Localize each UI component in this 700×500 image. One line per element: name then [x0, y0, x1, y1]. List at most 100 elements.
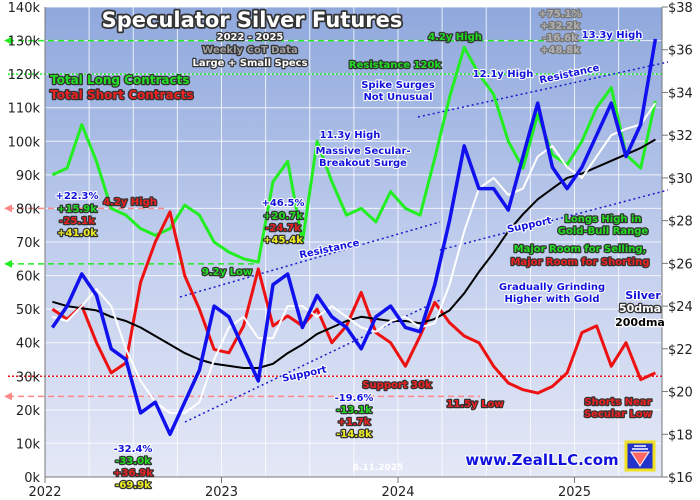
- trend-line: [179, 221, 441, 298]
- arrow-left-icon: [4, 392, 12, 401]
- y-tick-label: 130k: [8, 35, 41, 50]
- annotation-label: -13.1k: [336, 405, 372, 416]
- x-tick-label: 2024: [381, 485, 414, 500]
- annotation-label: Gold-Bull Range: [558, 226, 649, 237]
- annotation-label: 11.3y High: [320, 130, 381, 141]
- annotation-label: Total Short Contracts: [50, 88, 194, 102]
- y-tick-label: 20k: [16, 404, 41, 419]
- annotations: 2022 - 2025 Weekly CoT Data Large + Small …: [49, 8, 666, 493]
- y-tick-label: 70k: [16, 236, 41, 251]
- zeal-logo: [624, 440, 656, 472]
- series-lines: [50, 38, 658, 437]
- annotation-label: +41.0k: [57, 228, 97, 239]
- annotation-label: Secular Low: [584, 409, 652, 420]
- annotation-label: 13.3y High: [582, 30, 643, 41]
- y2-tick-label: $32: [668, 129, 693, 144]
- annotation-label: Not Unusual: [363, 92, 432, 103]
- annotation-label: Higher with Gold: [505, 294, 600, 305]
- annotation-label: 2022 - 2025: [217, 32, 284, 43]
- annotation-label: Longs High in: [564, 214, 641, 225]
- annotation-label: Large + Small Specs: [192, 58, 307, 69]
- annotation-label: -24.7k: [265, 223, 301, 234]
- y2-tick-label: $20: [668, 386, 693, 401]
- annotation-label: +45.4k: [263, 235, 303, 246]
- annotation-label: -33.0k: [115, 456, 151, 467]
- annotation-label: +15.9k: [57, 204, 97, 215]
- reference-lines: [4, 36, 662, 401]
- y2-tick-label: $38: [668, 1, 693, 16]
- series-line-200dma: [52, 138, 656, 369]
- arrow-left-icon: [4, 259, 12, 268]
- y-tick-label: 10k: [16, 437, 41, 452]
- annotation-label: +22.3%: [55, 191, 98, 202]
- annotation-label: Breakout Surge: [319, 158, 407, 169]
- annotation-label: 4.2y High: [103, 197, 157, 208]
- annotation-label: Total Long Contracts: [50, 73, 190, 87]
- y2-tick-label: $26: [668, 257, 693, 272]
- annotation-label: 50dma: [619, 302, 661, 315]
- x-tick-label: 2022: [28, 485, 61, 500]
- y-tick-label: 50k: [16, 303, 41, 318]
- annotation-label: -69.9k: [115, 480, 151, 491]
- chart-title: Speculator Silver Futures: [102, 8, 403, 32]
- annotation-label: Massive Secular-: [315, 146, 410, 157]
- annotation-label: 9.2y Low: [202, 267, 252, 278]
- y-tick-label: 0k: [24, 471, 40, 486]
- x-tick-label: 2025: [558, 485, 591, 500]
- annotation-label: -32.4%: [114, 444, 153, 455]
- y2-tick-label: $16: [668, 471, 693, 486]
- gridlines: [44, 6, 662, 478]
- y2-tick-label: $18: [668, 428, 693, 443]
- y2-tick-label: $22: [668, 343, 693, 358]
- y-tick-label: 80k: [16, 202, 41, 217]
- y-tick-label: 110k: [8, 102, 41, 117]
- annotation-label: +20.7k: [263, 211, 303, 222]
- y2-tick-label: $36: [668, 44, 693, 59]
- annotation-label: Support 30k: [362, 380, 432, 391]
- annotation-label: 200dma: [615, 316, 665, 329]
- y-tick-label: 30k: [16, 370, 41, 385]
- y-tick-label: 140k: [8, 1, 41, 16]
- y2-tick-label: $28: [668, 215, 693, 230]
- annotation-label: +36.9k: [113, 468, 153, 479]
- annotation-label: +1.7k: [338, 417, 371, 428]
- annotation-label: -16.6k: [542, 33, 578, 44]
- annotation-label: Silver: [625, 289, 661, 302]
- series-line-50dma: [52, 102, 657, 414]
- annotation-label: 4.2y High: [428, 32, 482, 43]
- y-tick-label: 100k: [8, 135, 41, 150]
- y2-tick-label: $24: [668, 300, 693, 315]
- annotation-label: Major Room for Shorting: [511, 257, 650, 268]
- arrow-left-icon: [4, 204, 12, 213]
- y2-tick-label: $34: [668, 86, 693, 101]
- annotation-label: Major Room for Selling,: [514, 244, 647, 255]
- annotation-label: Gradually Grinding: [499, 282, 605, 293]
- annotation-label: Spike Surges: [361, 80, 435, 91]
- annotation-label: www.ZealLLC.com: [465, 451, 618, 469]
- annotation-label: +48.8k: [540, 45, 580, 56]
- annotation-label: Resistance 120k: [349, 60, 442, 71]
- arrow-left-icon: [4, 36, 12, 45]
- annotation-label: Shorts Near: [584, 397, 651, 408]
- annotation-label: -19.6%: [335, 393, 374, 404]
- series-line-total-short-contracts: [51, 210, 657, 395]
- annotation-label: +46.5%: [261, 198, 304, 209]
- y-tick-label: 90k: [16, 169, 41, 184]
- annotation-label: 6.11.2025: [353, 463, 404, 473]
- annotation-label: +75.1%: [538, 9, 581, 20]
- y2-tick-label: $30: [668, 172, 693, 187]
- annotation-label: 12.1y High: [473, 69, 534, 80]
- annotation-label: Weekly CoT Data: [202, 45, 297, 56]
- y-tick-label: 40k: [16, 337, 41, 352]
- series-line-silver: [50, 38, 658, 437]
- series-line-total-long-contracts: [51, 45, 657, 264]
- trend-line: [439, 189, 669, 251]
- y-tick-label: 120k: [8, 68, 41, 83]
- annotation-label: +32.2k: [540, 21, 580, 32]
- x-tick-label: 2023: [205, 485, 238, 500]
- axes: 0k 10k 20k 30k 40k 50k 60k 70k 80k 90k 100k 110k 120…: [8, 1, 693, 500]
- annotation-label: -14.8k: [336, 429, 372, 440]
- y-tick-label: 60k: [16, 270, 41, 285]
